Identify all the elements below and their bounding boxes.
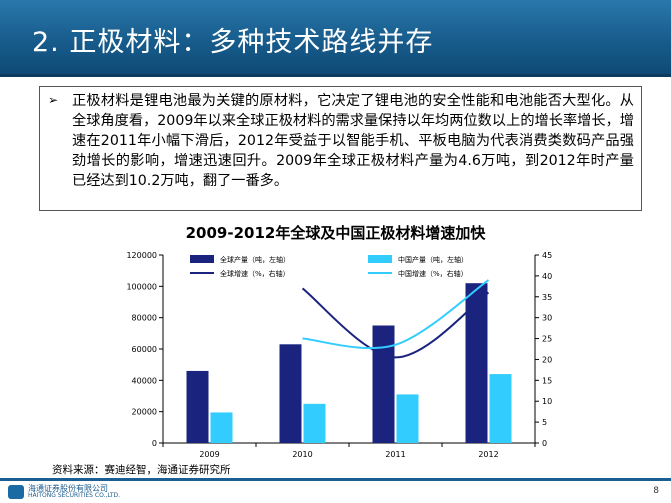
bar-global-2010 [279,344,302,443]
y-tick-label: 40000 [132,376,157,385]
company-name-cn: 海通证券股份有限公司 [28,484,108,493]
legend-label: 中国增速（%，右轴） [398,269,468,278]
line-china-growth [302,279,490,350]
bar-global-2012 [465,283,488,443]
chart-title: 2009-2012年全球及中国正极材料增速加快 [185,224,486,242]
y2-tick-label: 10 [542,397,552,406]
y2-tick-label: 15 [542,376,552,385]
page-number: 8 [653,486,659,496]
x-tick-label: 2012 [478,450,498,459]
legend-label: 中国产量（吨，左轴） [398,255,468,264]
slide-title: 2. 正极材料：多种技术路线并存 [32,27,434,58]
y2-tick-label: 25 [542,335,552,344]
bar-china-2010 [303,403,326,443]
legend-label: 全球增速（%，右轴） [220,269,290,278]
logo-mark-icon [8,485,24,499]
company-name-en: HAITONG SECURITIES CO.,LTD. [28,492,121,499]
y2-tick-label: 0 [542,439,547,448]
x-tick-label: 2010 [292,450,312,459]
y-tick-label: 120000 [126,251,157,260]
bar-global-2009 [186,370,209,443]
footer-divider [0,478,671,481]
line-global-growth [301,287,490,359]
y-tick-label: 60000 [132,345,157,354]
x-tick-label: 2011 [385,450,405,459]
y2-tick-label: 40 [542,272,552,281]
summary-box: ➢ 正极材料是锂电池最为关键的原材料，它决定了锂电池的安全性能和电池能否大型化。… [39,86,642,211]
x-tick-label: 2009 [199,450,219,459]
source-note: 资料来源：赛迪经智，海通证券研究所 [52,464,231,476]
bullet-arrow-icon: ➢ [48,93,59,107]
y-tick-label: 0 [152,439,157,448]
y2-tick-label: 45 [542,251,552,260]
summary-paragraph: 正极材料是锂电池最为关键的原材料，它决定了锂电池的安全性能和电池能否大型化。从全… [72,93,634,189]
y2-tick-label: 20 [542,355,552,364]
legend-swatch [190,255,214,263]
y2-tick-label: 35 [542,293,552,302]
bar-china-2012 [489,374,512,443]
y2-tick-label: 30 [542,314,552,323]
y-tick-label: 80000 [132,314,157,323]
y-tick-label: 100000 [126,282,157,291]
bar-china-2011 [396,394,419,443]
bar-china-2009 [210,412,233,443]
y-tick-label: 20000 [132,408,157,417]
y2-tick-label: 5 [542,418,547,427]
title-banner: 2. 正极材料：多种技术路线并存 [0,0,671,77]
legend-swatch [368,255,392,263]
legend-label: 全球产量（吨，左轴） [220,255,290,264]
bar-global-2011 [372,325,395,443]
company-logo: 海通证券股份有限公司 HAITONG SECURITIES CO.,LTD. [8,483,148,501]
